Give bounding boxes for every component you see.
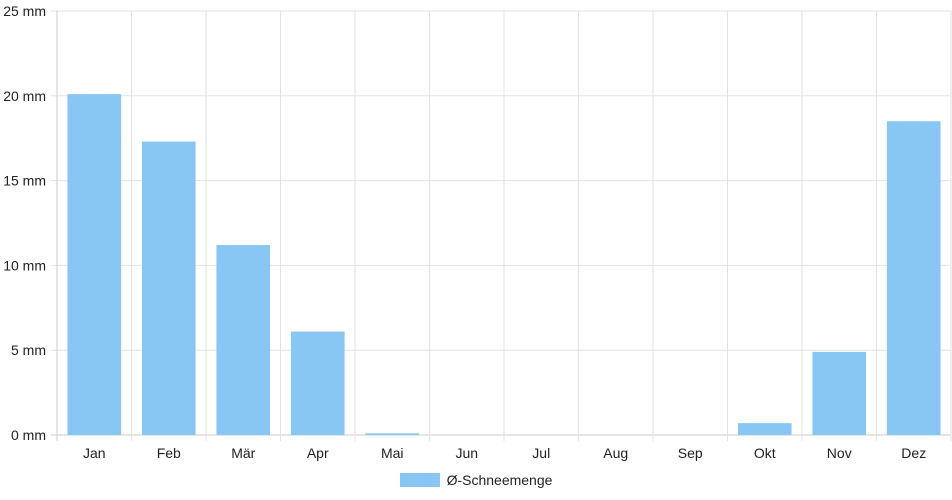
y-tick-label: 20 mm xyxy=(3,88,46,104)
y-tick-label: 15 mm xyxy=(3,173,46,189)
bar-Dez[interactable] xyxy=(886,121,941,436)
x-tick-label: Mai xyxy=(381,445,404,461)
x-tick-label: Dez xyxy=(901,445,926,461)
grid-lines xyxy=(51,10,952,441)
legend[interactable]: Ø-Schneemenge xyxy=(0,472,952,488)
y-tick-label: 10 mm xyxy=(3,257,46,273)
bar-Okt[interactable] xyxy=(737,423,792,435)
y-tick-label: 25 mm xyxy=(3,3,46,19)
x-tick-label: Nov xyxy=(827,445,852,461)
x-tick-labels: Jan Feb Mär Apr Mai Jun Jul Aug Sep Okt Nov Dez xyxy=(83,445,926,461)
x-tick-label: Aug xyxy=(603,445,628,461)
x-tick-label: Jan xyxy=(83,445,106,461)
bar-Jan[interactable] xyxy=(67,94,122,435)
legend-label: Ø-Schneemenge xyxy=(446,472,553,488)
legend-swatch xyxy=(399,473,440,487)
x-tick-label: Okt xyxy=(754,445,776,461)
bars xyxy=(67,94,941,436)
y-tick-label: 0 mm xyxy=(11,427,46,443)
bar-Feb[interactable] xyxy=(141,141,196,436)
bar-chart: 0 mm 5 mm 10 mm 15 mm 20 mm 25 mm Jan Feb Mär Ap… xyxy=(3,3,952,461)
x-tick-label: Jul xyxy=(532,445,550,461)
x-tick-label: Mär xyxy=(231,445,255,461)
x-tick-label: Apr xyxy=(307,445,329,461)
bar-Apr[interactable] xyxy=(290,331,345,435)
y-tick-label: 5 mm xyxy=(11,342,46,358)
bar-Nov[interactable] xyxy=(812,351,867,435)
x-tick-label: Feb xyxy=(157,445,181,461)
bar-Mai[interactable] xyxy=(365,433,420,435)
x-tick-label: Sep xyxy=(678,445,703,461)
x-tick-label: Jun xyxy=(455,445,478,461)
bar-Mär[interactable] xyxy=(216,245,271,435)
y-tick-labels: 0 mm 5 mm 10 mm 15 mm 20 mm 25 mm xyxy=(3,3,46,443)
